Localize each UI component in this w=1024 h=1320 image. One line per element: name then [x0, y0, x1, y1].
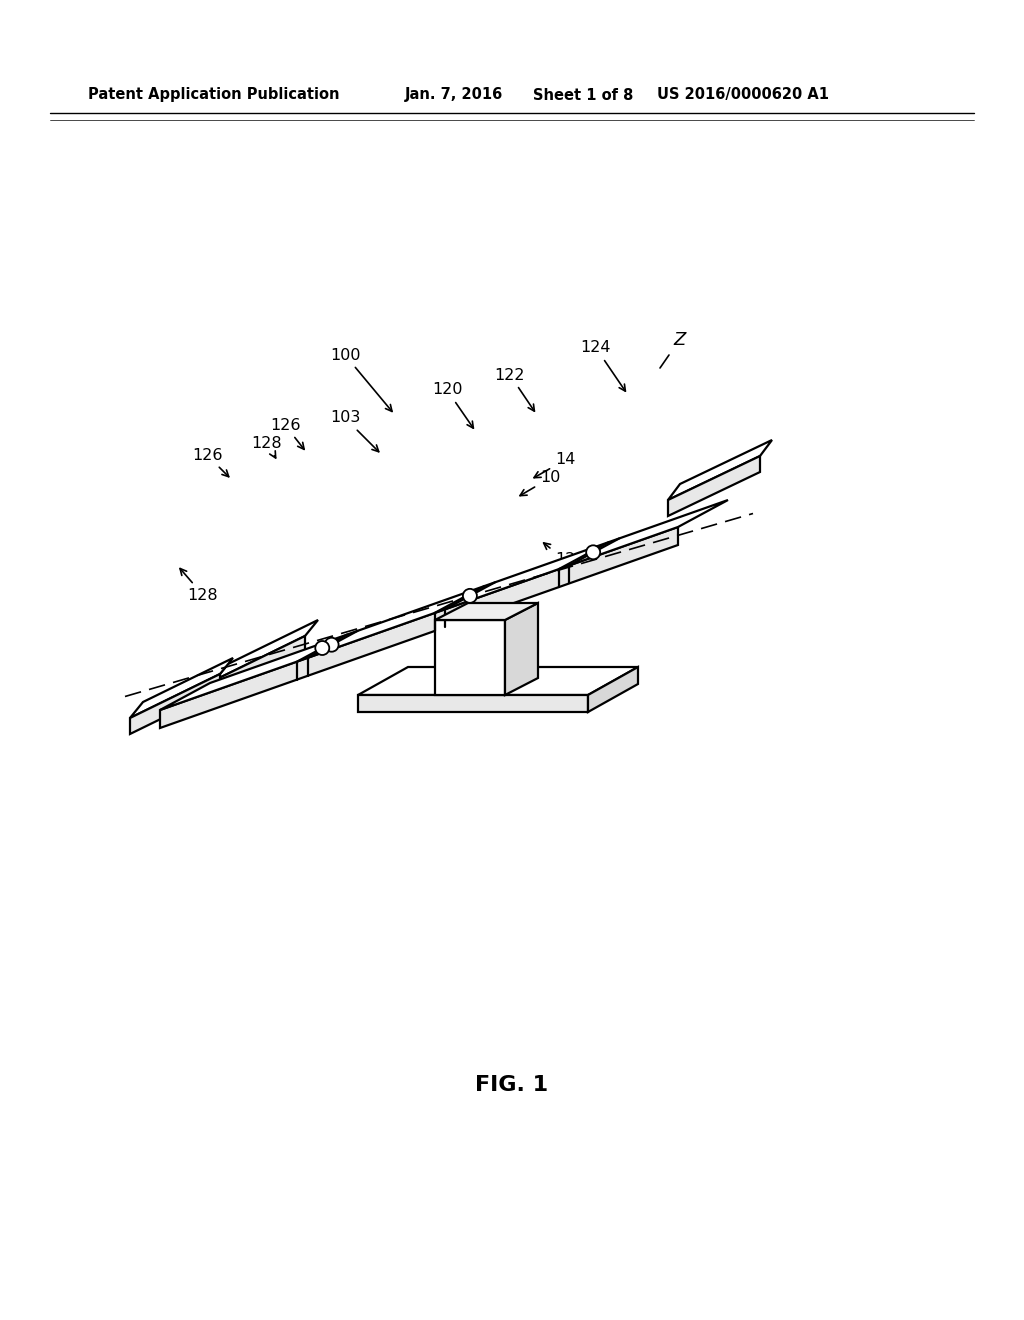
Polygon shape — [588, 667, 638, 711]
Text: 122: 122 — [495, 367, 535, 411]
Text: Z: Z — [674, 331, 686, 348]
Text: 14: 14 — [535, 453, 575, 478]
Text: 120: 120 — [432, 383, 473, 428]
Text: 128: 128 — [180, 569, 218, 602]
Text: 10: 10 — [520, 470, 560, 495]
Polygon shape — [668, 455, 760, 516]
Polygon shape — [435, 620, 505, 696]
Text: 12: 12 — [544, 543, 575, 568]
Circle shape — [586, 545, 600, 560]
Text: Sheet 1 of 8: Sheet 1 of 8 — [534, 87, 634, 103]
Polygon shape — [160, 527, 678, 729]
Text: Patent Application Publication: Patent Application Publication — [88, 87, 340, 103]
Text: 102: 102 — [430, 602, 460, 627]
Text: 100: 100 — [330, 347, 392, 412]
Polygon shape — [358, 696, 588, 711]
Text: FIG. 1: FIG. 1 — [475, 1074, 549, 1096]
Text: 128: 128 — [252, 436, 283, 458]
Text: 103: 103 — [330, 411, 379, 451]
Polygon shape — [358, 667, 638, 696]
Polygon shape — [215, 620, 318, 680]
Text: 126: 126 — [269, 417, 304, 449]
Text: 124: 124 — [581, 341, 626, 391]
Polygon shape — [435, 603, 538, 620]
Polygon shape — [505, 603, 538, 696]
Text: 126: 126 — [191, 447, 228, 477]
Circle shape — [463, 589, 477, 603]
Polygon shape — [668, 440, 772, 500]
Polygon shape — [130, 675, 220, 734]
Polygon shape — [160, 500, 728, 710]
Polygon shape — [215, 636, 305, 696]
Circle shape — [315, 642, 330, 655]
Polygon shape — [130, 657, 233, 718]
Text: US 2016/0000620 A1: US 2016/0000620 A1 — [657, 87, 829, 103]
Text: Jan. 7, 2016: Jan. 7, 2016 — [406, 87, 503, 103]
Circle shape — [325, 638, 339, 652]
